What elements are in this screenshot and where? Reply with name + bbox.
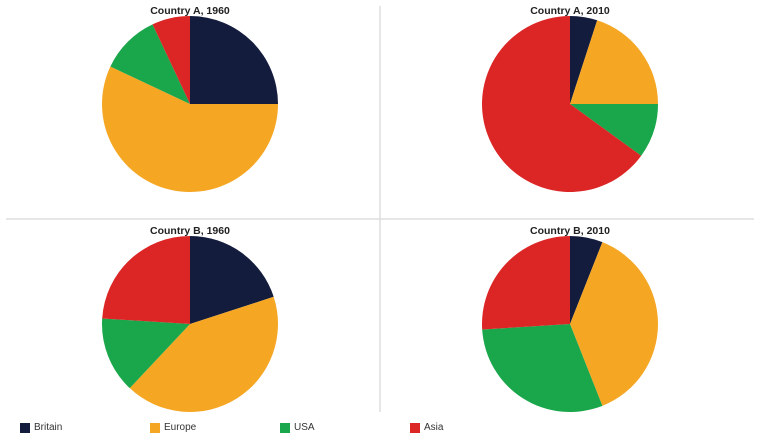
pie-slice-europe <box>102 66 278 193</box>
pie-title: Country A, 2010 <box>530 5 610 17</box>
legend-label-britain: Britain <box>34 422 63 433</box>
pie-slice-asia <box>102 236 190 324</box>
pie-slice-asia <box>482 16 642 192</box>
legend-swatch-europe <box>150 422 160 433</box>
legend-item-britain: Britain <box>20 422 62 433</box>
pie-4: Country B, 2010 <box>481 225 659 412</box>
legend-label-asia: Asia <box>424 422 444 433</box>
pie-slice-usa <box>570 104 658 156</box>
legend-item-europe: Europe <box>150 422 196 433</box>
pie-slice-europe <box>570 20 658 105</box>
pie-slice-europe <box>129 296 278 412</box>
pie-slice-usa <box>102 318 190 389</box>
pie-chart-grid: Country A, 1960 Country A, 2010 Country B,… <box>6 5 754 412</box>
pie-slice-britain <box>570 236 603 324</box>
pie-slice-asia <box>481 235 570 330</box>
legend-swatch-britain <box>20 422 30 433</box>
legend-label-usa: USA <box>294 422 315 433</box>
pie-title: Country A, 1960 <box>150 5 230 17</box>
pie-slice-britain <box>190 16 278 104</box>
pie-slice-europe <box>570 242 659 406</box>
pie-slice-usa <box>110 24 190 104</box>
legend-label-europe: Europe <box>164 422 197 433</box>
pie-slice-britain <box>190 236 274 324</box>
pie-title: Country B, 2010 <box>530 225 610 237</box>
pie-title: Country B, 1960 <box>150 225 230 237</box>
legend-swatch-asia <box>410 422 420 433</box>
pie-1: Country A, 1960 <box>102 5 278 193</box>
legend-swatch-usa <box>280 422 290 433</box>
pie-slice-britain <box>570 16 598 104</box>
chart-legend: Britain Europe USA Asia <box>0 422 760 438</box>
pie-slice-usa <box>482 324 603 412</box>
legend-item-asia: Asia <box>410 422 443 433</box>
pie-3: Country B, 1960 <box>102 225 278 412</box>
legend-item-usa: USA <box>280 422 315 433</box>
pie-slice-asia <box>152 16 190 104</box>
pie-2: Country A, 2010 <box>482 5 658 192</box>
